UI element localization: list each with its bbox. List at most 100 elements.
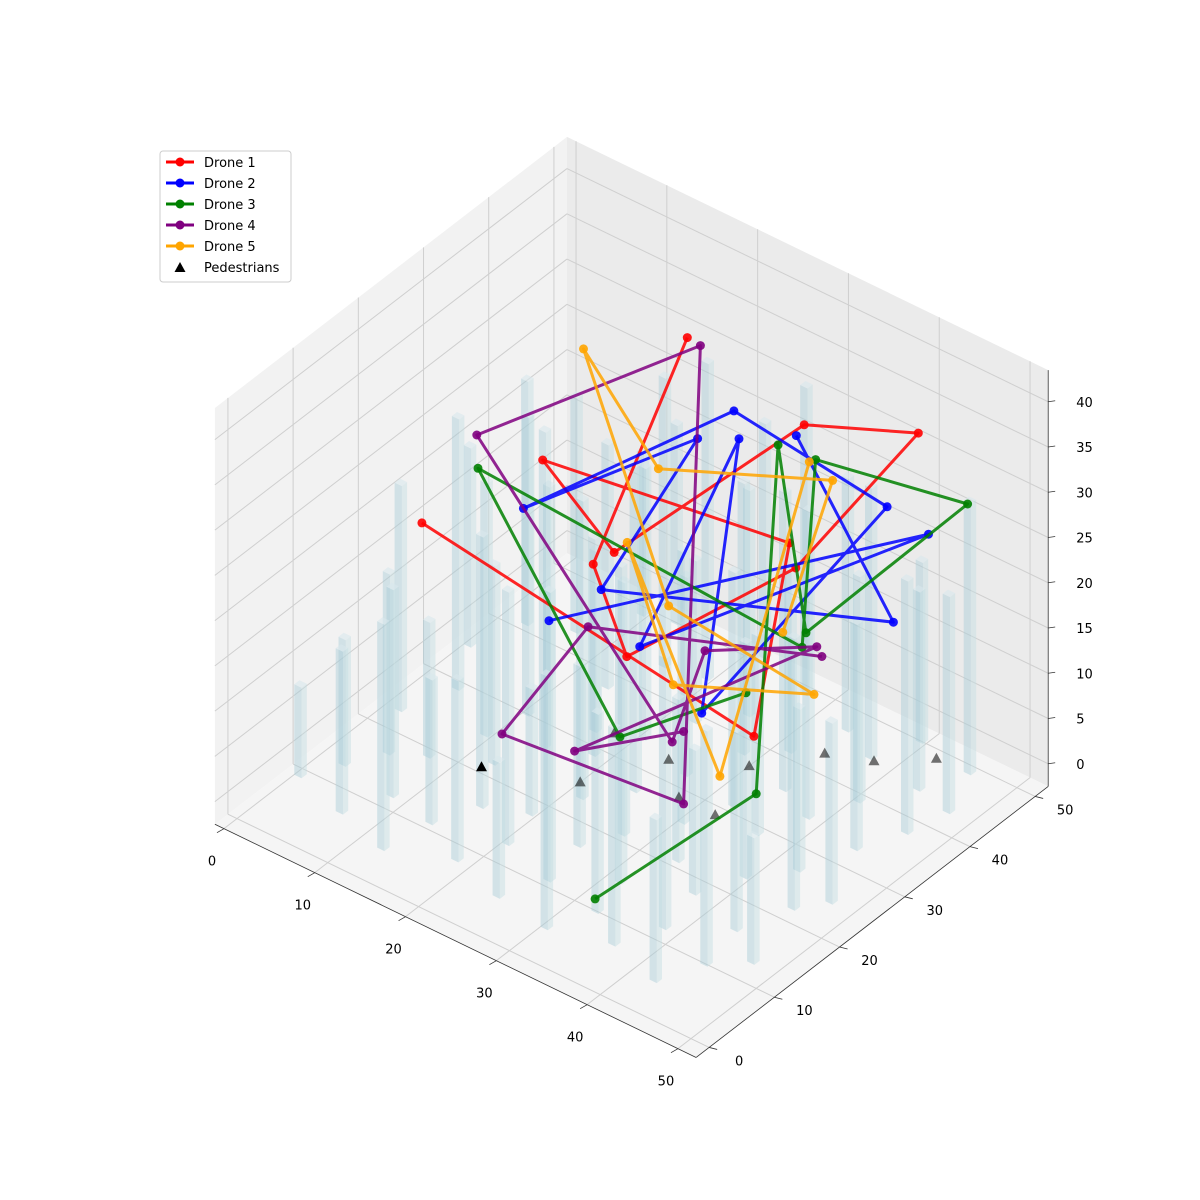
building-29 bbox=[294, 680, 307, 779]
building-53 bbox=[451, 673, 464, 863]
pedestrian-marker-0 bbox=[476, 761, 487, 772]
drone-1-waypoint-0 bbox=[682, 333, 692, 343]
drone-4-waypoint-1 bbox=[570, 746, 580, 756]
x-tick-0 bbox=[216, 828, 225, 834]
building-top bbox=[793, 702, 806, 710]
building-top bbox=[423, 615, 436, 623]
legend-marker-drone-2 bbox=[175, 178, 185, 188]
building-side bbox=[495, 562, 501, 766]
building-side bbox=[707, 727, 713, 967]
building-face bbox=[701, 360, 709, 682]
building-side bbox=[509, 588, 515, 847]
z-tick-label-3: 15 bbox=[1076, 622, 1093, 637]
building-top bbox=[963, 496, 977, 504]
building-51 bbox=[573, 659, 586, 848]
building-57 bbox=[793, 702, 806, 873]
building-face bbox=[737, 480, 745, 756]
building-top bbox=[588, 532, 601, 540]
building-side bbox=[646, 465, 652, 741]
grid-floor-x-1 bbox=[314, 601, 668, 874]
y-tick-2 bbox=[839, 946, 848, 950]
building-top bbox=[912, 585, 926, 593]
grid-back-z-8 bbox=[566, 168, 1049, 403]
building-43 bbox=[425, 673, 438, 826]
building-side bbox=[598, 710, 604, 914]
drone-5-waypoint-3 bbox=[579, 344, 588, 354]
building-top bbox=[451, 412, 465, 420]
grid-floor-x-5 bbox=[677, 777, 1031, 1050]
building-face bbox=[700, 728, 708, 967]
z-tick-3 bbox=[1048, 626, 1056, 629]
building-face bbox=[425, 677, 433, 826]
building-face bbox=[570, 395, 578, 634]
y-tick-1 bbox=[774, 996, 783, 1000]
legend: Drone 1 Drone 2 Drone 3 Drone 4 Drone 5 … bbox=[159, 150, 292, 283]
building-side bbox=[550, 483, 556, 678]
building-face bbox=[865, 485, 873, 761]
legend-entry-drone-2: Drone 2 bbox=[166, 177, 256, 192]
x-tick-5 bbox=[670, 1048, 679, 1054]
drone-5-waypoint-9 bbox=[804, 457, 814, 467]
building-face bbox=[649, 816, 657, 984]
drone-5-waypoint-2 bbox=[653, 464, 663, 474]
x-tick-1 bbox=[307, 872, 315, 878]
building-69 bbox=[700, 723, 713, 967]
drone-5-waypoint-0 bbox=[778, 627, 788, 637]
building-top bbox=[338, 632, 351, 641]
building-side bbox=[950, 593, 956, 815]
drone-2-waypoint-8 bbox=[734, 434, 744, 444]
z-tick-label-1: 5 bbox=[1076, 713, 1084, 728]
building-62 bbox=[591, 707, 604, 914]
building-17 bbox=[589, 544, 602, 734]
building-top bbox=[638, 461, 652, 470]
drone-1-waypoint-5 bbox=[799, 420, 809, 430]
building-top bbox=[617, 575, 631, 584]
building-top bbox=[737, 476, 751, 485]
building-35 bbox=[576, 494, 589, 801]
legend-label-drone-1: Drone 1 bbox=[204, 156, 256, 171]
building-side bbox=[832, 719, 838, 905]
building-top bbox=[543, 585, 556, 593]
legend-label-pedestrians: Pedestrians bbox=[204, 261, 280, 276]
z-tick-label-6: 30 bbox=[1076, 486, 1093, 501]
building-top bbox=[942, 589, 956, 598]
grid-left-z-1 bbox=[214, 484, 568, 757]
building-face bbox=[492, 759, 500, 899]
building-side bbox=[499, 759, 506, 899]
building-face bbox=[793, 706, 801, 873]
building-side bbox=[608, 441, 614, 690]
y-tick-label-4: 40 bbox=[992, 854, 1009, 869]
drone-1-waypoint-6 bbox=[609, 547, 619, 557]
y-axis-line bbox=[695, 786, 1049, 1058]
building-top bbox=[853, 569, 866, 578]
x-tick-3 bbox=[489, 960, 497, 966]
building-side bbox=[920, 588, 926, 792]
pedestrian-marker-2 bbox=[673, 791, 685, 802]
drone-4-waypoint-5 bbox=[472, 430, 482, 440]
grid-left-z-4 bbox=[214, 349, 568, 622]
building-top bbox=[492, 755, 506, 764]
drone-3-waypoint-7 bbox=[773, 440, 783, 450]
drone-2-waypoint-5 bbox=[729, 406, 739, 416]
pedestrian-markers bbox=[476, 727, 942, 820]
pedestrian-marker-5 bbox=[868, 755, 880, 766]
drone-1-waypoint-9 bbox=[749, 731, 759, 741]
drone-4-waypoint-2 bbox=[812, 642, 822, 652]
building-11 bbox=[394, 478, 408, 713]
building-side bbox=[679, 696, 685, 864]
grid-left-z-8 bbox=[214, 168, 568, 441]
building-49 bbox=[502, 585, 515, 847]
building-top bbox=[680, 570, 693, 578]
z-tick-label-0: 0 bbox=[1076, 758, 1084, 773]
building-side bbox=[746, 640, 753, 880]
drone-2-waypoint-7 bbox=[697, 708, 707, 718]
axes-grid bbox=[214, 141, 1049, 1050]
building-face bbox=[629, 464, 637, 794]
building-side bbox=[737, 729, 743, 933]
grid-back-z-1 bbox=[566, 484, 1049, 719]
drone-3-waypoint-1 bbox=[615, 732, 625, 742]
building-4 bbox=[463, 441, 477, 648]
building-face bbox=[942, 593, 950, 815]
drone-1-waypoint-2 bbox=[622, 652, 632, 662]
